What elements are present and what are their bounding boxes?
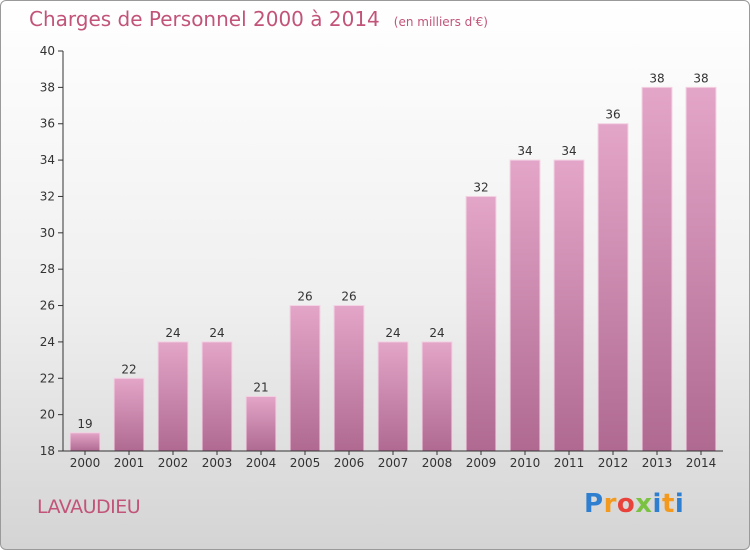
bar-value-label: 26	[341, 290, 356, 304]
bar	[245, 395, 277, 452]
x-tick-label: 2005	[290, 456, 321, 470]
bar	[69, 432, 101, 452]
logo-letter: i	[652, 489, 662, 519]
bar-value-label: 38	[693, 71, 708, 85]
y-tick-label: 40	[40, 44, 55, 58]
logo-letter: P	[584, 489, 604, 519]
bar-value-label: 21	[253, 380, 268, 394]
bar-value-label: 34	[561, 144, 576, 158]
bar-value-label: 24	[165, 326, 180, 340]
bar	[421, 341, 453, 452]
bar	[113, 377, 145, 452]
y-tick-label: 38	[40, 80, 55, 94]
x-tick-label: 2003	[202, 456, 233, 470]
bar-value-label: 24	[429, 326, 444, 340]
y-tick-label: 24	[40, 335, 55, 349]
bars-group: 19 22 24 24 21 26 26 24 24 32 34 34 36 38 38	[69, 71, 717, 452]
logo-letter: r	[603, 489, 617, 519]
y-tick-label: 28	[40, 262, 55, 276]
y-tick-label: 18	[40, 444, 55, 458]
bar-value-label: 24	[209, 326, 224, 340]
x-tick-label: 2000	[70, 456, 101, 470]
bar-value-label: 26	[297, 290, 312, 304]
axes-group: 18 20 22 24 26 28 30 32 34 36 38 40 2000 2001 2002 2003…	[40, 44, 723, 470]
x-tick-label: 2007	[378, 456, 409, 470]
bar-value-label: 36	[605, 108, 620, 122]
logo-letter: o	[616, 489, 636, 519]
x-tick-label: 2001	[114, 456, 145, 470]
bar	[289, 305, 321, 452]
x-tick-label: 2014	[686, 456, 717, 470]
bar	[377, 341, 409, 452]
x-tick-label: 2010	[510, 456, 541, 470]
bar-value-label: 19	[77, 417, 92, 431]
bar	[641, 86, 673, 452]
x-tick-label: 2008	[422, 456, 453, 470]
x-tick-label: 2004	[246, 456, 277, 470]
x-tick-label: 2006	[334, 456, 365, 470]
y-tick-label: 34	[40, 153, 55, 167]
bar-value-label: 24	[385, 326, 400, 340]
chart-subtitle: (en milliers d'€)	[393, 15, 488, 29]
logo-letter: t	[661, 489, 675, 519]
x-tick-label: 2009	[466, 456, 497, 470]
bar	[201, 341, 233, 452]
y-tick-label: 22	[40, 371, 55, 385]
bar	[553, 159, 585, 452]
bar-value-label: 22	[121, 362, 136, 376]
bar-value-label: 34	[517, 144, 532, 158]
bar	[509, 159, 541, 452]
chart-title-text: Charges de Personnel 2000 à 2014	[29, 7, 380, 31]
y-tick-label: 32	[40, 189, 55, 203]
y-tick-label: 26	[40, 299, 55, 313]
chart-title: Charges de Personnel 2000 à 2014 (en mill…	[29, 7, 488, 31]
x-tick-label: 2013	[642, 456, 673, 470]
bar	[597, 123, 629, 452]
bar-value-label: 32	[473, 180, 488, 194]
y-tick-label: 20	[40, 408, 55, 422]
x-tick-label: 2011	[554, 456, 585, 470]
commune-name: LAVAUDIEU	[37, 496, 141, 518]
bar	[465, 195, 497, 452]
bar-value-label: 38	[649, 71, 664, 85]
y-tick-label: 30	[40, 226, 55, 240]
bar	[333, 305, 365, 452]
bar	[157, 341, 189, 452]
logo-letter: x	[635, 489, 653, 519]
proxiti-logo[interactable]: Proxiti	[584, 489, 684, 519]
logo-letter: i	[674, 489, 685, 519]
x-tick-label: 2002	[158, 456, 189, 470]
x-tick-label: 2012	[598, 456, 629, 470]
bar	[685, 86, 717, 452]
y-tick-label: 36	[40, 117, 55, 131]
